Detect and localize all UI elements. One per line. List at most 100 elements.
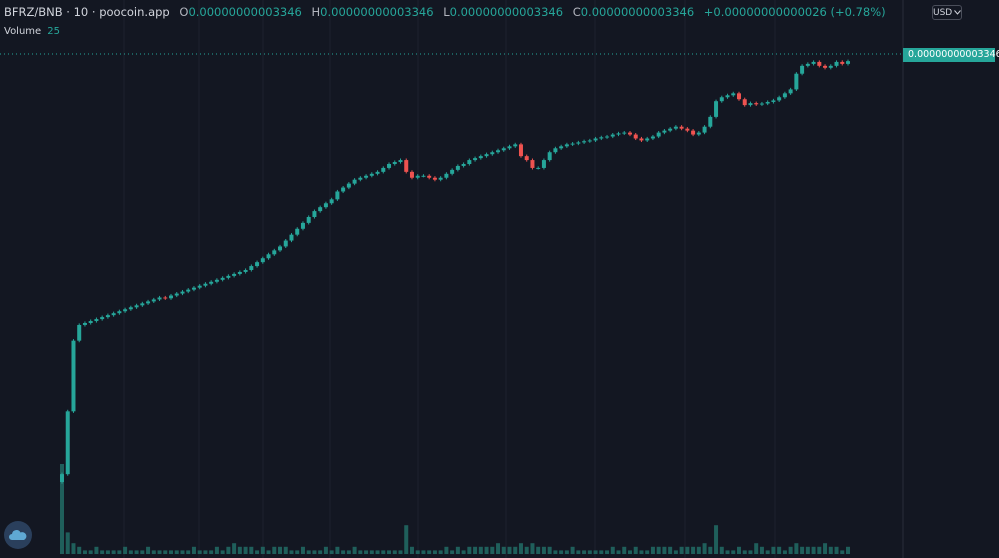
candle-body — [805, 63, 810, 66]
candle-body — [518, 144, 523, 157]
volume-bar — [369, 550, 374, 554]
volume-bar — [662, 546, 667, 554]
candle-body — [65, 411, 70, 475]
volume-bar — [421, 550, 426, 554]
volume-bar — [605, 550, 610, 554]
volume-bar — [88, 550, 93, 554]
candle-body — [249, 266, 254, 270]
candle-body — [157, 297, 162, 300]
volume-bar — [685, 546, 690, 554]
volume-bar — [65, 532, 70, 554]
candle-body — [117, 311, 122, 314]
candle-body — [375, 171, 380, 174]
volume-bar — [387, 550, 392, 554]
volume-bar — [455, 546, 460, 554]
candle-body — [197, 285, 202, 288]
candle-body — [668, 128, 673, 131]
volume-bar — [518, 543, 523, 554]
volume-bar — [203, 550, 208, 554]
volume-bar — [559, 550, 564, 554]
volume-bar — [180, 550, 185, 554]
volume-bar — [364, 550, 369, 554]
candle-body — [94, 319, 99, 322]
volume-bar — [828, 546, 833, 554]
volume-bar — [754, 543, 759, 554]
candle-body — [679, 126, 684, 129]
volume-bar — [484, 546, 489, 554]
candle-body — [496, 150, 501, 153]
low-label: L — [443, 5, 450, 19]
volume-bar — [759, 546, 764, 554]
candle-body — [461, 164, 466, 166]
candle-body — [82, 323, 87, 325]
candle-body — [151, 299, 156, 302]
volume-bar — [668, 546, 673, 554]
candle-body — [220, 277, 225, 280]
volume-bar — [507, 546, 512, 554]
candle-body — [719, 97, 724, 102]
volume-bar — [214, 546, 219, 554]
volume-bar — [392, 550, 397, 554]
volume-bar — [438, 550, 443, 554]
candle-body — [300, 222, 305, 229]
volume-bar — [249, 546, 254, 554]
candle-body — [427, 175, 432, 178]
volume-bar — [748, 550, 753, 554]
candle-body — [473, 158, 478, 161]
grid-lines — [123, 0, 776, 558]
candle-body — [811, 61, 816, 64]
candle-body — [289, 234, 294, 241]
volume-bar — [708, 546, 713, 554]
volume-bar — [232, 543, 237, 554]
candle-body — [226, 275, 231, 278]
candle-body — [777, 97, 782, 101]
volume-bar — [323, 546, 328, 554]
candle-body — [278, 246, 283, 251]
volume-bar — [226, 546, 231, 554]
candle-body — [771, 100, 776, 102]
candle-body — [111, 313, 116, 316]
tradingview-logo-icon[interactable] — [4, 521, 32, 549]
candle-body — [283, 240, 288, 247]
volume-bar — [639, 550, 644, 554]
candle-body — [570, 143, 575, 145]
candle-body — [346, 183, 351, 188]
volume-bar — [490, 546, 495, 554]
symbol-title[interactable]: BFRZ/BNB · 10 · poocoin.app — [4, 5, 170, 19]
currency-selector[interactable]: USD — [932, 5, 962, 20]
candle-body — [530, 160, 535, 168]
candle-body — [432, 177, 437, 180]
candle-body — [547, 152, 552, 161]
volume-bar — [289, 550, 294, 554]
volume-bar — [679, 546, 684, 554]
currency-label: USD — [933, 7, 953, 18]
candle-body — [77, 324, 82, 341]
volume-bar — [94, 546, 99, 554]
candle-body — [323, 203, 328, 208]
candle-body — [364, 175, 369, 178]
volume-bar — [765, 550, 770, 554]
candle-body — [731, 93, 736, 96]
volume-bar — [375, 550, 380, 554]
candle-body — [146, 301, 151, 304]
candle-body — [564, 144, 569, 147]
volume-bar — [191, 546, 196, 554]
candle-body — [404, 160, 409, 172]
volume-bar — [633, 546, 638, 554]
candle-body — [438, 177, 443, 180]
volume-bar — [358, 550, 363, 554]
volume-bar — [501, 546, 506, 554]
candle-body — [232, 273, 237, 276]
volume-bar — [524, 546, 529, 554]
candle-body — [507, 146, 512, 149]
volume-bar — [237, 546, 242, 554]
volume-bar — [432, 550, 437, 554]
candle-body — [840, 61, 845, 64]
volume-bar — [461, 550, 466, 554]
volume-bar — [599, 550, 604, 554]
chevron-down-icon — [954, 10, 961, 15]
volume-bar — [272, 546, 277, 554]
candle-body — [748, 103, 753, 106]
volume-bar — [318, 550, 323, 554]
